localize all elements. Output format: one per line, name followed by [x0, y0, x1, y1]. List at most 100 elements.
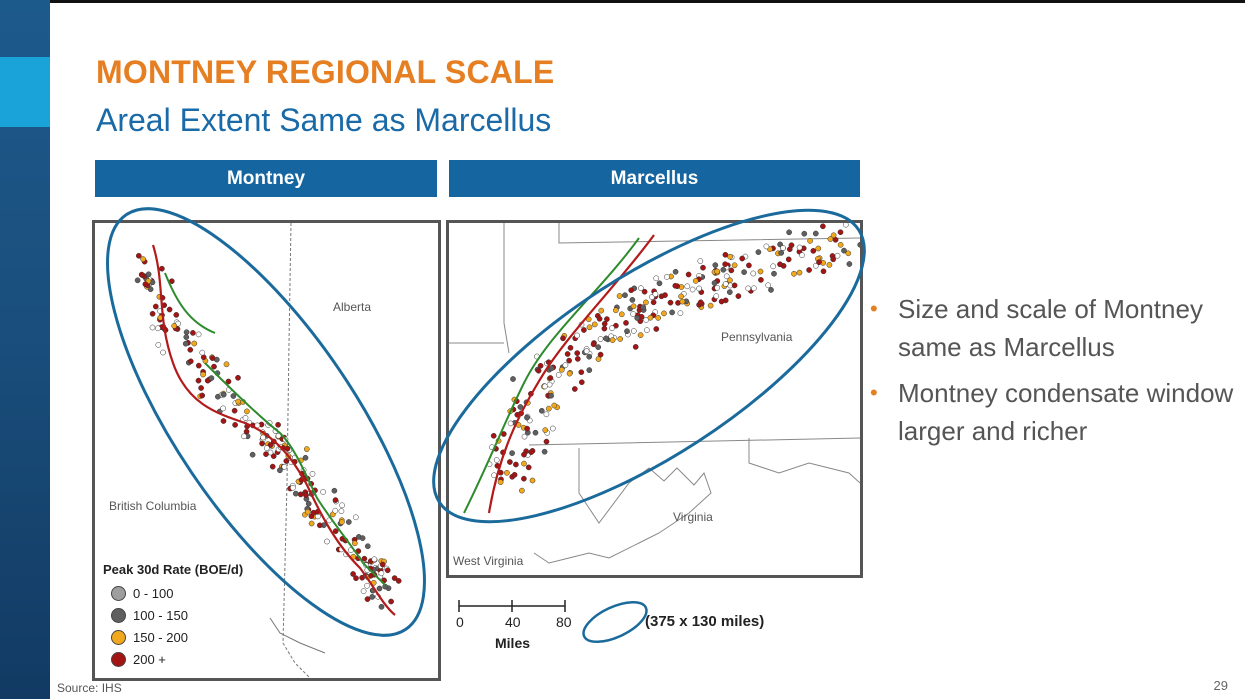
- well-dot: [371, 556, 378, 563]
- well-dot: [857, 241, 860, 248]
- well-dot: [672, 282, 679, 289]
- well-dot: [712, 262, 719, 268]
- well-dot: [837, 229, 844, 236]
- well-dot: [586, 353, 593, 360]
- well-dot: [714, 268, 721, 275]
- well-dot: [672, 268, 679, 275]
- well-dot: [542, 383, 548, 390]
- well-dot: [842, 223, 849, 228]
- well-dot: [609, 337, 616, 343]
- well-dot: [650, 299, 657, 306]
- well-dot: [149, 324, 156, 331]
- well-dot: [622, 292, 628, 299]
- well-dot: [152, 303, 159, 310]
- well-dot: [199, 349, 206, 356]
- well-dot: [583, 348, 590, 354]
- legend-item-label: 200 +: [133, 651, 166, 667]
- well-dot: [490, 432, 497, 439]
- well-dot: [755, 249, 762, 255]
- marcellus-map: Pennsylvania Virginia West Virginia: [446, 220, 863, 578]
- legend-title: Peak 30d Rate (BOE/d): [103, 562, 244, 577]
- well-dot: [637, 332, 644, 338]
- well-dot: [519, 487, 525, 494]
- well-dot: [211, 363, 217, 370]
- well-dot: [183, 334, 190, 340]
- well-dot: [332, 507, 339, 514]
- legend-item-label: 150 - 200: [133, 629, 188, 645]
- well-dot: [746, 262, 752, 269]
- well-dot: [284, 445, 291, 452]
- well-dot: [332, 528, 339, 534]
- well-dot: [834, 252, 841, 259]
- virginia-label: Virginia: [673, 510, 713, 524]
- well-dot: [652, 291, 659, 297]
- well-dot: [493, 457, 500, 463]
- legend-item-label: 100 - 150: [133, 607, 188, 623]
- legend-item: 0 - 100: [103, 582, 243, 604]
- well-dot: [647, 314, 654, 321]
- well-dot: [215, 393, 221, 400]
- well-dot: [303, 492, 309, 499]
- well-dot: [364, 582, 370, 589]
- well-dot: [574, 356, 581, 362]
- well-dot: [574, 332, 581, 339]
- well-dot: [735, 293, 742, 299]
- well-dot: [560, 335, 566, 342]
- well-dot: [739, 255, 746, 262]
- slide-subtitle: Areal Extent Same as Marcellus: [96, 102, 552, 138]
- well-dot: [320, 489, 326, 495]
- well-dot: [290, 484, 296, 491]
- well-dot: [281, 463, 288, 470]
- scale-bar: 0 40 80 Miles: [455, 598, 595, 658]
- well-dot: [770, 263, 777, 270]
- orange-dot-icon: [111, 629, 126, 645]
- legend-item: 100 - 150: [103, 604, 243, 626]
- well-dot: [578, 379, 585, 386]
- well-dot: [277, 467, 283, 474]
- well-dot: [741, 269, 747, 275]
- green-trend-line: [164, 272, 386, 586]
- well-dot: [826, 262, 833, 268]
- well-dot: [590, 341, 597, 348]
- va-border-line: [748, 438, 860, 484]
- well-dot: [304, 508, 311, 515]
- well-dot: [292, 490, 299, 497]
- well-dot: [718, 298, 725, 305]
- well-dot: [378, 570, 385, 577]
- well-dot: [187, 346, 194, 353]
- well-dot: [595, 344, 602, 350]
- state-border-line: [449, 322, 510, 354]
- well-dot: [376, 585, 383, 592]
- well-dot: [521, 451, 527, 458]
- well-dot: [722, 281, 729, 287]
- well-dot: [549, 425, 556, 432]
- well-dot: [361, 555, 368, 562]
- well-dot: [190, 330, 196, 336]
- well-dot: [581, 327, 587, 333]
- bullet-dot-icon: •: [870, 380, 878, 405]
- well-dot: [384, 567, 391, 574]
- scale-unit-label: Miles: [495, 635, 531, 651]
- well-dot: [612, 307, 619, 314]
- well-dot: [535, 367, 542, 374]
- well-dot: [309, 470, 316, 477]
- well-dot: [810, 248, 817, 254]
- well-dot: [664, 274, 670, 280]
- well-dot: [316, 522, 323, 529]
- well-dot: [745, 285, 752, 292]
- well-dot: [134, 277, 141, 284]
- well-dot: [820, 268, 827, 275]
- well-dot: [601, 325, 608, 332]
- well-dot: [198, 385, 204, 391]
- well-dot: [187, 358, 194, 365]
- well-dot: [816, 259, 822, 266]
- well-dot: [547, 375, 554, 381]
- well-dot: [379, 561, 386, 568]
- well-dot: [195, 362, 202, 369]
- scale-tick-label: 80: [556, 614, 572, 630]
- well-dot: [551, 402, 558, 409]
- well-dot: [722, 251, 729, 258]
- well-dot: [155, 342, 162, 348]
- well-dot: [509, 450, 515, 456]
- well-dot: [259, 440, 265, 447]
